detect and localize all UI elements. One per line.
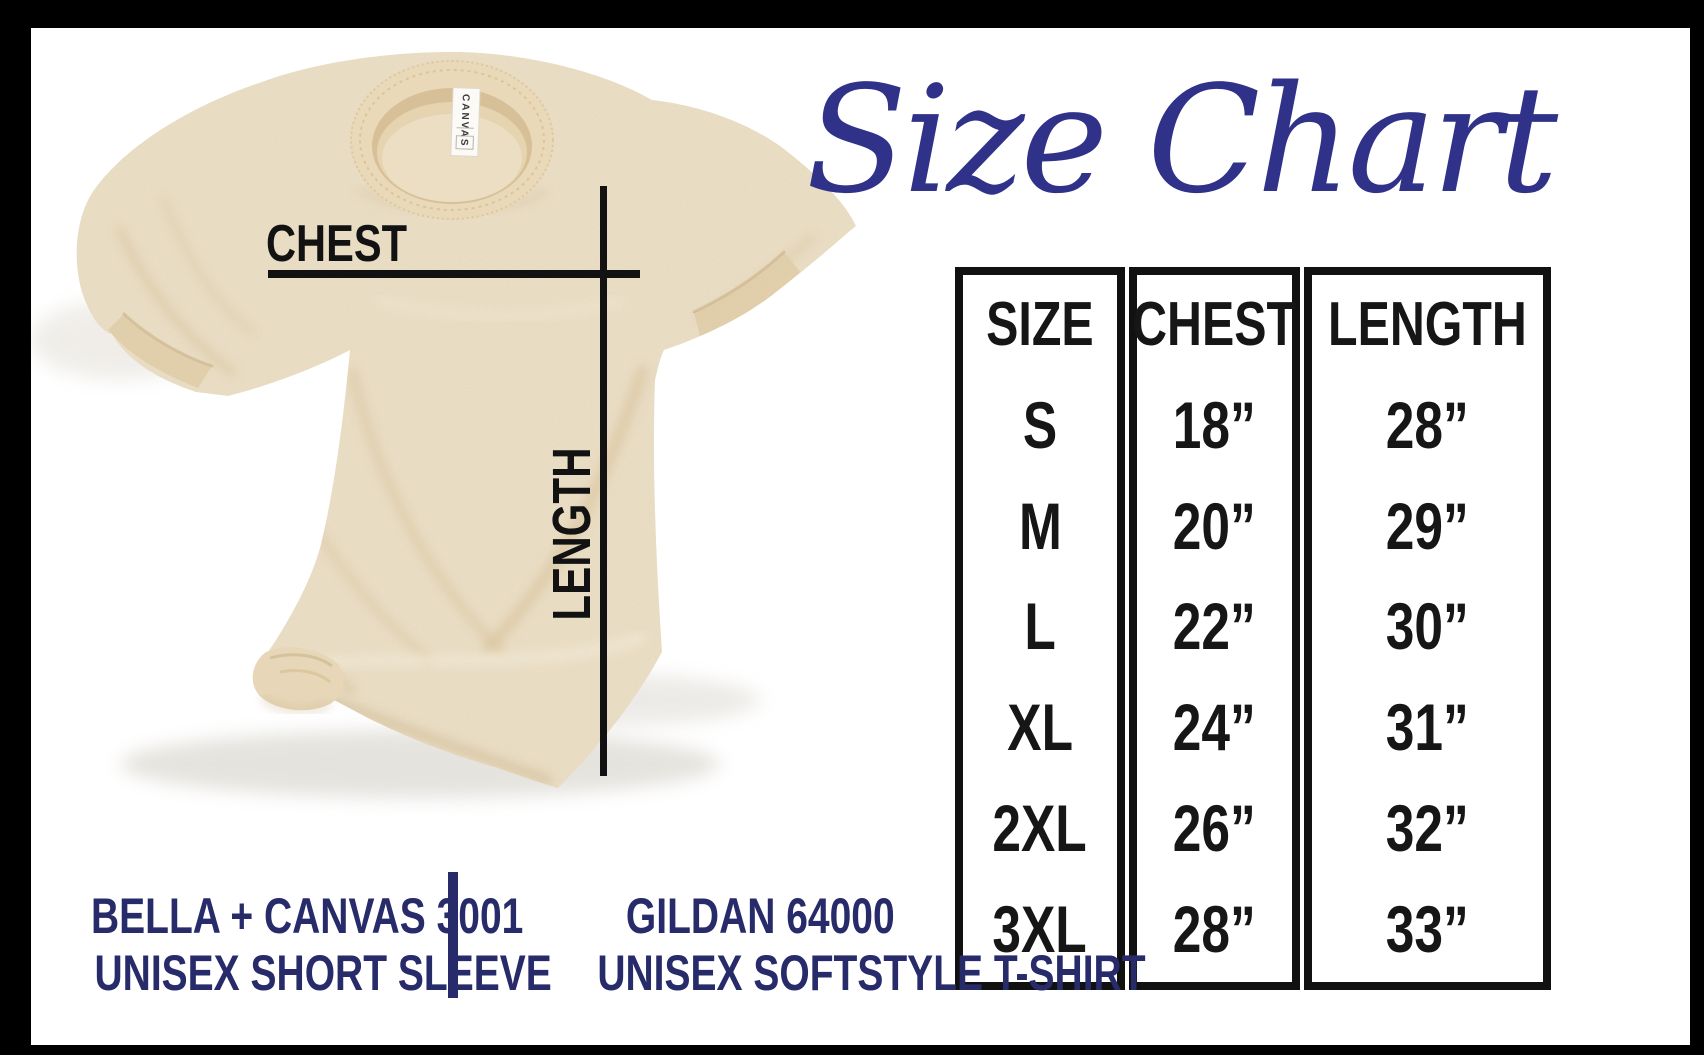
length-label: LENGTH — [542, 447, 602, 621]
length-measure-line — [600, 186, 607, 776]
table-cell: 28” — [1385, 387, 1469, 462]
table-cell: 30” — [1385, 589, 1469, 664]
table-cell: 18” — [1172, 387, 1256, 462]
chest-measure-line — [268, 270, 640, 278]
table-cell: 24” — [1172, 690, 1256, 765]
table-cell: 3XL — [992, 891, 1088, 966]
column-header-size: SIZE — [986, 289, 1094, 359]
product-info-right: GILDAN 64000 UNISEX SOFTSTYLE T-SHIRT — [520, 888, 1146, 1001]
table-cell: 22” — [1172, 589, 1256, 664]
collar-tag: CANVAS — [450, 87, 481, 157]
product-name: GILDAN 64000 — [625, 888, 895, 944]
table-cell: 2XL — [992, 791, 1088, 866]
page-title: Size Chart — [805, 54, 1558, 226]
table-cell: 28” — [1172, 891, 1256, 966]
table-cell: 31” — [1385, 690, 1469, 765]
footer-divider — [448, 872, 458, 998]
product-name: BELLA + CANVAS 3001 — [90, 888, 524, 944]
svg-text:CANVAS: CANVAS — [458, 94, 471, 148]
table-cell: L — [1024, 589, 1056, 664]
table-column-chest: CHEST 18” 20” 22” 24” 26” 28” — [1129, 267, 1300, 990]
product-style: UNISEX SOFTSTYLE T-SHIRT — [597, 945, 1146, 1001]
product-style: UNISEX SHORT SLEEVE — [94, 945, 552, 1001]
table-column-size: SIZE S M L XL 2XL 3XL — [955, 267, 1125, 990]
table-cell: 33” — [1385, 891, 1469, 966]
column-header-chest: CHEST — [1132, 289, 1297, 359]
table-column-length: LENGTH 28” 29” 30” 31” 32” 33” — [1304, 267, 1551, 990]
table-cell: S — [1022, 387, 1058, 462]
column-header-length: LENGTH — [1328, 289, 1527, 359]
table-cell: 32” — [1385, 791, 1469, 866]
product-info-left: BELLA + CANVAS 3001 UNISEX SHORT SLEEVE — [30, 888, 552, 1001]
table-cell: 26” — [1172, 791, 1256, 866]
tshirt-photo: CANVAS — [30, 52, 857, 798]
table-cell: XL — [1007, 690, 1073, 765]
table-cell: M — [1018, 488, 1062, 563]
table-cell: 29” — [1385, 488, 1469, 563]
chest-label: CHEST — [266, 215, 407, 273]
table-cell: 20” — [1172, 488, 1256, 563]
